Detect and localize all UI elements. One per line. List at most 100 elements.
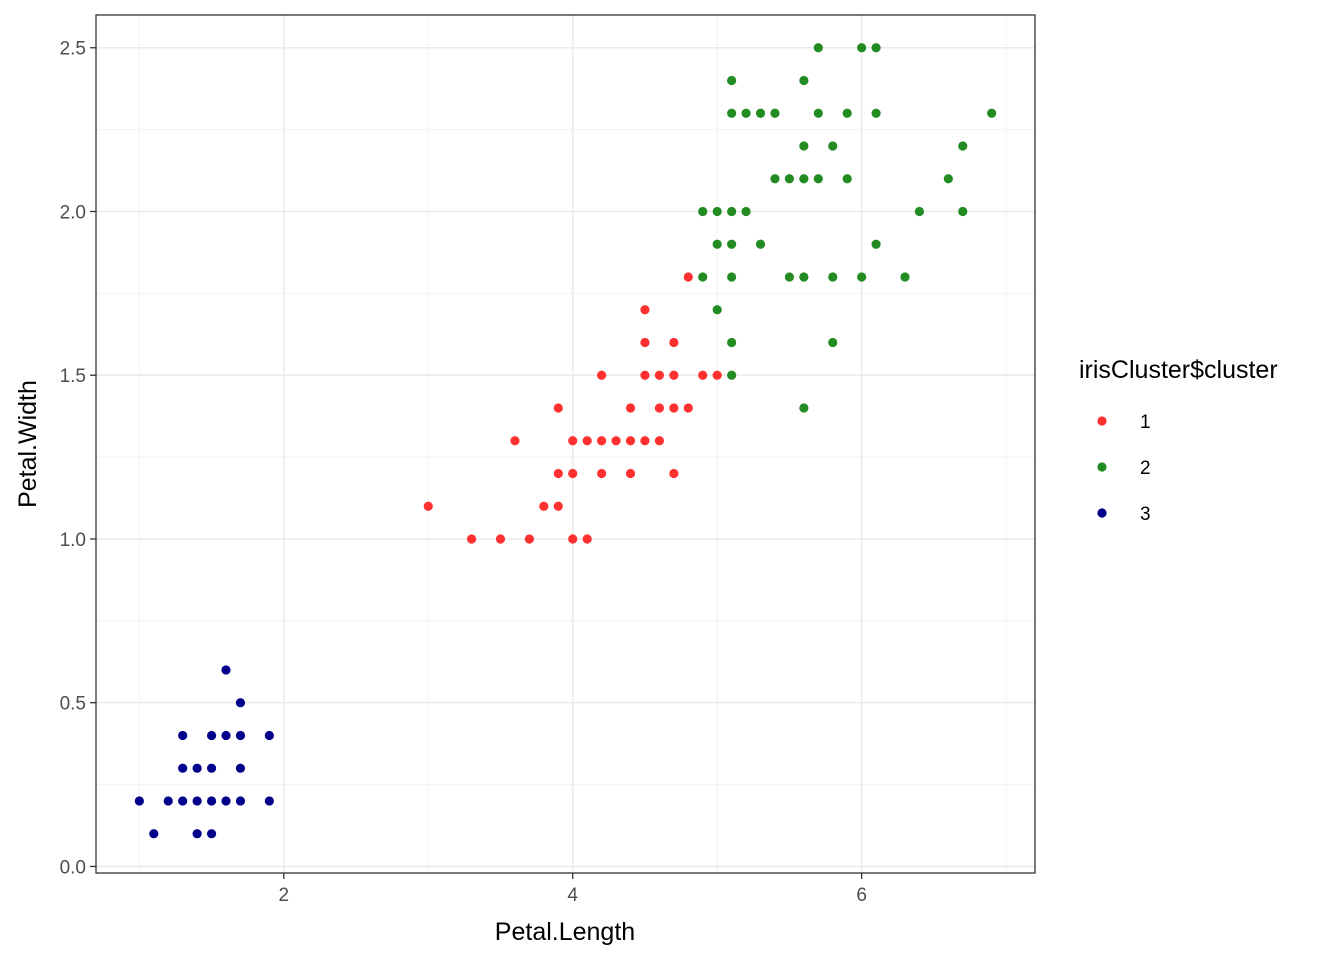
data-point: [958, 141, 968, 151]
data-point: [510, 436, 520, 446]
data-point: [582, 436, 592, 446]
legend-label-1: 1: [1140, 412, 1151, 433]
legend-label-3: 3: [1140, 504, 1151, 525]
data-point: [799, 403, 809, 413]
data-point: [568, 534, 578, 544]
data-point: [553, 403, 563, 413]
data-point: [625, 436, 636, 446]
data-point: [842, 108, 852, 118]
data-point: [192, 796, 202, 806]
data-point: [611, 436, 621, 446]
data-point: [134, 796, 144, 806]
data-point: [698, 370, 708, 380]
data-point: [727, 272, 737, 282]
data-point: [712, 370, 722, 380]
y-tick-label: 1.5: [60, 366, 86, 387]
y-axis: 0.0 0.5 1.0 1.5 2.0 2.5: [60, 39, 96, 878]
data-point: [813, 174, 823, 184]
data-point: [654, 436, 665, 446]
data-point: [842, 174, 852, 184]
data-point: [914, 206, 925, 217]
data-point: [813, 43, 823, 53]
data-point: [467, 534, 477, 544]
data-point: [799, 272, 809, 282]
series-3: [134, 665, 274, 839]
data-point: [770, 174, 780, 184]
data-point: [799, 174, 809, 184]
x-tick-label: 4: [567, 885, 578, 906]
series-1: [423, 272, 722, 544]
legend-key-3: [1097, 508, 1107, 518]
data-point: [582, 534, 592, 544]
data-point: [683, 272, 693, 282]
data-point: [741, 108, 751, 118]
data-point: [770, 108, 780, 118]
data-point: [727, 370, 737, 380]
data-point: [640, 436, 650, 446]
data-point: [206, 796, 217, 806]
x-axis: 2 4 6: [279, 873, 867, 906]
data-point: [568, 468, 578, 479]
data-point: [669, 337, 679, 348]
data-point: [727, 239, 737, 249]
data-point: [192, 829, 202, 839]
data-point: [871, 43, 881, 53]
legend-title: irisCluster$cluster: [1079, 356, 1278, 384]
data-point: [669, 403, 679, 413]
y-tick-label: 1.0: [60, 530, 86, 551]
data-point: [654, 370, 665, 380]
data-point: [264, 730, 274, 741]
data-point: [597, 436, 607, 446]
data-point: [597, 370, 607, 380]
legend-label-2: 2: [1140, 458, 1151, 479]
data-point: [987, 108, 997, 118]
data-point: [206, 763, 217, 773]
x-tick-label: 6: [856, 885, 867, 906]
data-point: [727, 75, 737, 86]
data-point: [857, 272, 867, 282]
data-point: [799, 141, 809, 151]
data-point: [235, 698, 246, 708]
data-point: [178, 796, 188, 806]
plot-background: [96, 15, 1035, 873]
data-point: [943, 174, 953, 184]
data-point: [553, 468, 563, 479]
plot-panel-border: [95, 14, 1036, 874]
data-point: [423, 501, 433, 511]
data-point: [640, 370, 650, 380]
y-tick-label: 0.0: [60, 857, 86, 878]
data-point: [857, 43, 867, 53]
data-point: [712, 305, 722, 315]
data-point: [640, 337, 650, 348]
data-point: [553, 501, 563, 511]
data-point: [871, 239, 881, 249]
x-tick-label: 2: [279, 885, 290, 906]
y-tick-label: 2.0: [60, 202, 86, 223]
data-point: [221, 665, 231, 675]
data-point: [235, 730, 246, 741]
data-point: [698, 272, 708, 282]
data-point: [669, 468, 679, 479]
data-point: [206, 829, 217, 839]
data-point: [221, 730, 231, 741]
data-point: [149, 829, 159, 839]
data-point: [625, 468, 636, 479]
data-point: [784, 174, 795, 184]
data-point: [712, 239, 722, 249]
data-point: [727, 337, 737, 348]
data-point: [698, 206, 708, 217]
data-point: [755, 108, 766, 118]
data-point: [221, 796, 231, 806]
data-point: [539, 501, 549, 511]
data-point: [741, 206, 751, 217]
data-point: [669, 370, 679, 380]
data-point: [568, 436, 578, 446]
data-point: [235, 763, 246, 773]
legend-key-1: [1097, 416, 1107, 426]
legend: irisCluster$cluster 1 2 3: [1079, 356, 1278, 525]
data-point: [727, 206, 737, 217]
data-point: [958, 206, 968, 217]
data-point: [900, 272, 910, 282]
data-point: [828, 337, 838, 348]
